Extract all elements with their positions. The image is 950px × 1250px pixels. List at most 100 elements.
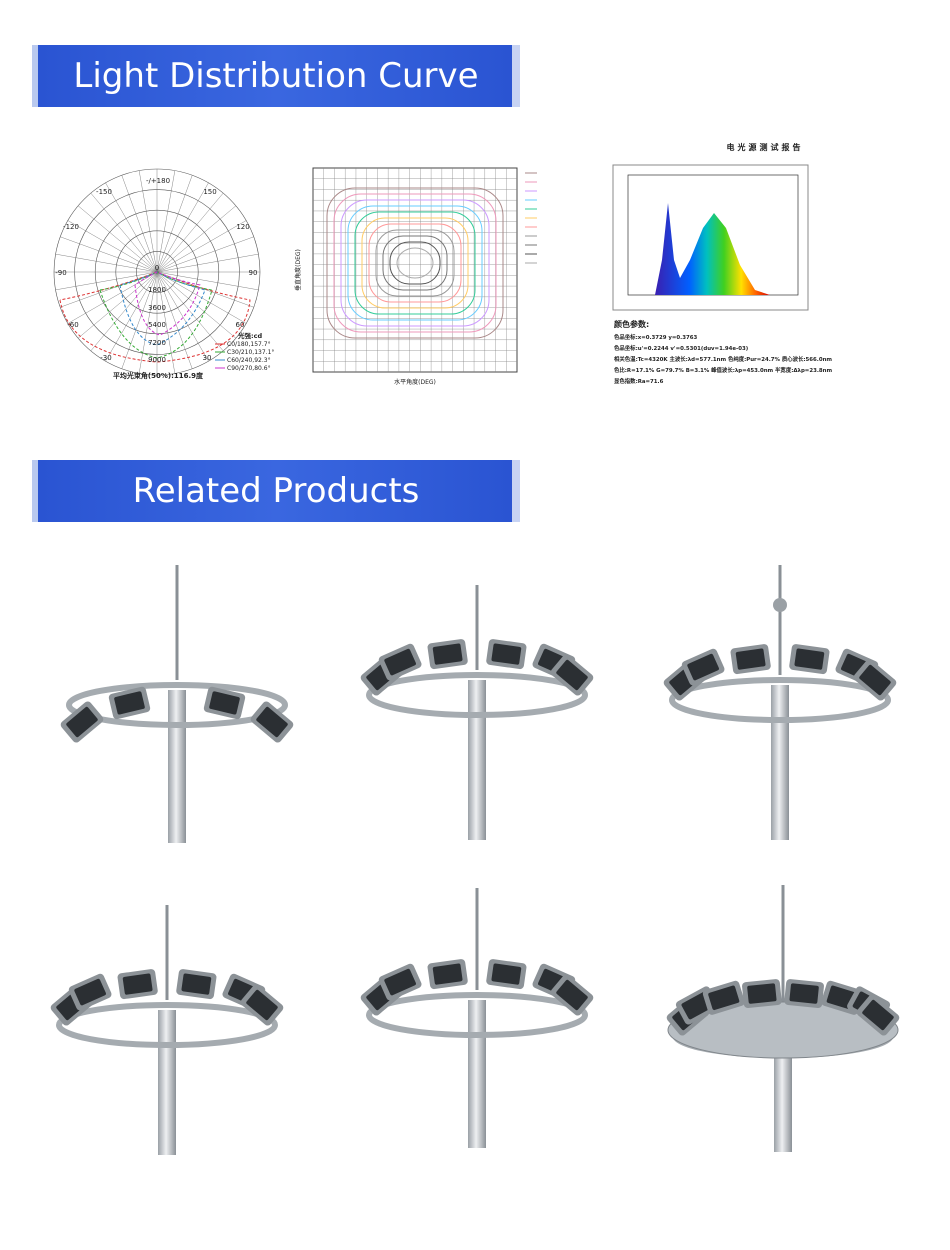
label: -30 — [100, 354, 111, 362]
lamp — [378, 963, 422, 1001]
polar-spoke — [156, 271, 176, 374]
lamp-face — [687, 653, 719, 681]
label: -120 — [63, 223, 79, 231]
polar-spoke — [55, 271, 158, 291]
label: 色比:R=17.1% G=79.7% B=3.1% 峰值波长:λp=453.0n… — [614, 366, 832, 374]
isolux-contour — [368, 223, 462, 303]
lamp — [853, 659, 897, 701]
label: 光强:cd — [237, 331, 262, 340]
pole — [468, 680, 486, 840]
polar-spoke — [156, 253, 259, 273]
label: 颜色参数: — [614, 319, 649, 329]
spectrum-curve — [655, 203, 770, 295]
polar-spoke — [138, 271, 158, 374]
label: 电光源测试报告 — [727, 142, 804, 152]
pole — [468, 1000, 486, 1148]
label: -150 — [96, 188, 112, 196]
pole — [158, 1010, 176, 1155]
spectrum-frame — [612, 164, 809, 311]
label: 相关色温:Tc=4320K 主波长:λd=577.1nm 色纯度:Pur=24.… — [614, 355, 832, 363]
label: 色品坐标:u'=0.2244 v'=0.5301(duv=1.94e-03) — [614, 344, 748, 352]
label: 60 — [236, 321, 245, 329]
section-banner: Light Distribution Curve — [32, 45, 520, 107]
label: 3600 — [148, 304, 166, 312]
polar-curve — [119, 271, 206, 346]
lamp-face — [491, 963, 522, 985]
lamp-face — [256, 706, 288, 738]
lamp — [203, 686, 246, 720]
label: 30 — [203, 354, 212, 362]
polar-spoke — [156, 220, 247, 273]
label: 90 — [249, 269, 258, 277]
ring — [56, 1002, 278, 1048]
lamp-face — [735, 648, 766, 670]
label: 120 — [236, 223, 249, 231]
lamp — [856, 994, 900, 1036]
polar-spoke — [156, 271, 237, 339]
lamp-face — [794, 648, 825, 670]
polar-spoke — [90, 192, 158, 273]
lamp — [789, 644, 830, 675]
polar-spoke — [156, 205, 237, 273]
lamp-face — [789, 983, 819, 1004]
lamp-face — [384, 968, 416, 996]
polar-spoke — [67, 220, 158, 273]
polar-spoke — [156, 271, 193, 369]
lamp — [550, 974, 594, 1016]
polar-spoke — [77, 205, 158, 273]
polar-spoke — [156, 271, 209, 362]
lamp — [702, 980, 745, 1015]
polar-spoke — [156, 170, 176, 273]
label: 5400 — [148, 321, 166, 329]
label: 150 — [203, 188, 216, 196]
lamp-face — [556, 659, 588, 691]
polar-spoke — [156, 236, 254, 273]
label: 1800 — [148, 286, 166, 294]
isolux-contour — [340, 199, 490, 327]
label: -60 — [67, 321, 78, 329]
label: C60/240,92.3° — [227, 357, 271, 364]
lamp-face — [122, 973, 153, 995]
label: 显色指数:Ra=71.6 — [614, 377, 664, 385]
polar-spoke — [60, 236, 158, 273]
isolux-contour — [347, 205, 483, 321]
label: 9000 — [148, 356, 166, 364]
polar-spoke — [156, 192, 224, 273]
lamp-face — [66, 706, 98, 738]
polar-spoke — [156, 175, 193, 273]
ring — [669, 677, 891, 723]
lamp — [550, 654, 594, 696]
lamp — [378, 643, 422, 681]
lamp-face — [556, 979, 588, 1011]
isolux-contour — [361, 217, 469, 309]
lamp-face — [491, 643, 522, 665]
lamp — [240, 984, 284, 1026]
label: C30/210,137.1° — [227, 349, 274, 356]
lamp — [784, 979, 824, 1009]
label: C90/270,80.6° — [227, 365, 271, 372]
lamp-face — [74, 978, 106, 1006]
lamp-face — [432, 643, 463, 665]
polar-spoke — [77, 271, 158, 339]
pole — [168, 690, 186, 843]
polar-spoke — [121, 175, 158, 273]
isolux-contour — [326, 187, 504, 339]
polar-curve — [99, 271, 213, 359]
lamp — [730, 644, 771, 675]
lamp — [486, 639, 527, 670]
lamp-face — [246, 989, 278, 1021]
isolux-contour — [354, 211, 476, 315]
isolux-contour — [375, 229, 455, 297]
lamp — [176, 969, 217, 1000]
polar-spoke — [55, 253, 158, 273]
lamp-face — [432, 963, 463, 985]
lamp — [427, 959, 468, 990]
polar-spoke — [138, 170, 158, 273]
lamp-face — [209, 691, 240, 715]
polar-spoke — [105, 271, 158, 362]
label: 水平角度(DEG) — [394, 378, 436, 386]
ring — [366, 672, 588, 718]
polar-spoke — [156, 182, 209, 273]
lamp — [427, 639, 468, 670]
isolux-contour — [333, 193, 497, 333]
